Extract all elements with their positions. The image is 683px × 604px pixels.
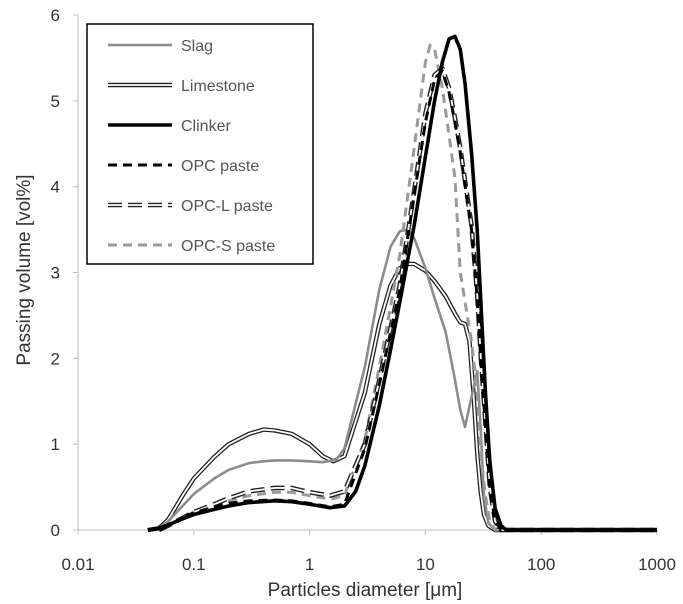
series-opc-s-paste: [158, 43, 657, 532]
plot-area: [147, 34, 657, 533]
x-tick-label: 1000: [638, 555, 676, 574]
y-axis-ticks: 0 1 2 3 4 5 6: [51, 6, 78, 540]
x-tick-label: 0.01: [61, 555, 94, 574]
legend-item-opc-paste: OPC paste: [108, 158, 259, 175]
y-tick-label: 2: [51, 349, 60, 368]
x-tick-label: 100: [527, 555, 555, 574]
legend-item-opc-s-paste: OPC-S paste: [108, 238, 275, 255]
legend-item-opc-l-paste: OPC-L paste: [108, 198, 273, 215]
series-opc-s-paste-line: [158, 43, 657, 532]
x-tick-label: 0.1: [182, 555, 206, 574]
legend: Slag Limestone Clinker OPC paste OPC-L paste…: [86, 23, 314, 265]
x-axis-ticks: 0.01 0.1 1 10 100 1000: [61, 530, 676, 574]
legend-label: OPC-S paste: [181, 238, 275, 255]
series-clinker-line: [147, 34, 657, 532]
legend-label: OPC paste: [181, 158, 259, 175]
legend-label: Slag: [181, 38, 213, 55]
legend-label: Limestone: [181, 78, 255, 95]
x-axis-title: Particles diameter [μm]: [268, 580, 463, 601]
legend-label: OPC-L paste: [181, 198, 273, 215]
series-opc-paste: [158, 69, 657, 532]
legend-box: [86, 23, 314, 265]
y-tick-label: 6: [51, 6, 60, 25]
series-opc-l-paste: [157, 65, 657, 533]
y-tick-label: 3: [51, 264, 60, 283]
series-limestone-line-inner: [147, 263, 657, 531]
y-tick-label: 5: [51, 92, 60, 111]
series-limestone-line-outer: [147, 261, 657, 533]
y-tick-label: 1: [51, 435, 60, 454]
series-limestone: [147, 261, 657, 533]
legend-item-clinker: Clinker: [108, 118, 231, 135]
series-clinker: [147, 34, 657, 532]
x-tick-label: 1: [305, 555, 314, 574]
y-tick-label: 0: [51, 521, 60, 540]
x-tick-label: 10: [416, 555, 435, 574]
y-axis-title: Passing volume [vol%]: [14, 174, 35, 365]
legend-item-limestone: Limestone: [108, 78, 255, 95]
legend-label: Clinker: [181, 118, 231, 135]
series-opc-paste-line: [158, 69, 657, 532]
y-tick-label: 4: [51, 178, 60, 197]
series-opc-l-paste-line-inner: [158, 67, 657, 531]
legend-item-slag: Slag: [108, 38, 213, 55]
